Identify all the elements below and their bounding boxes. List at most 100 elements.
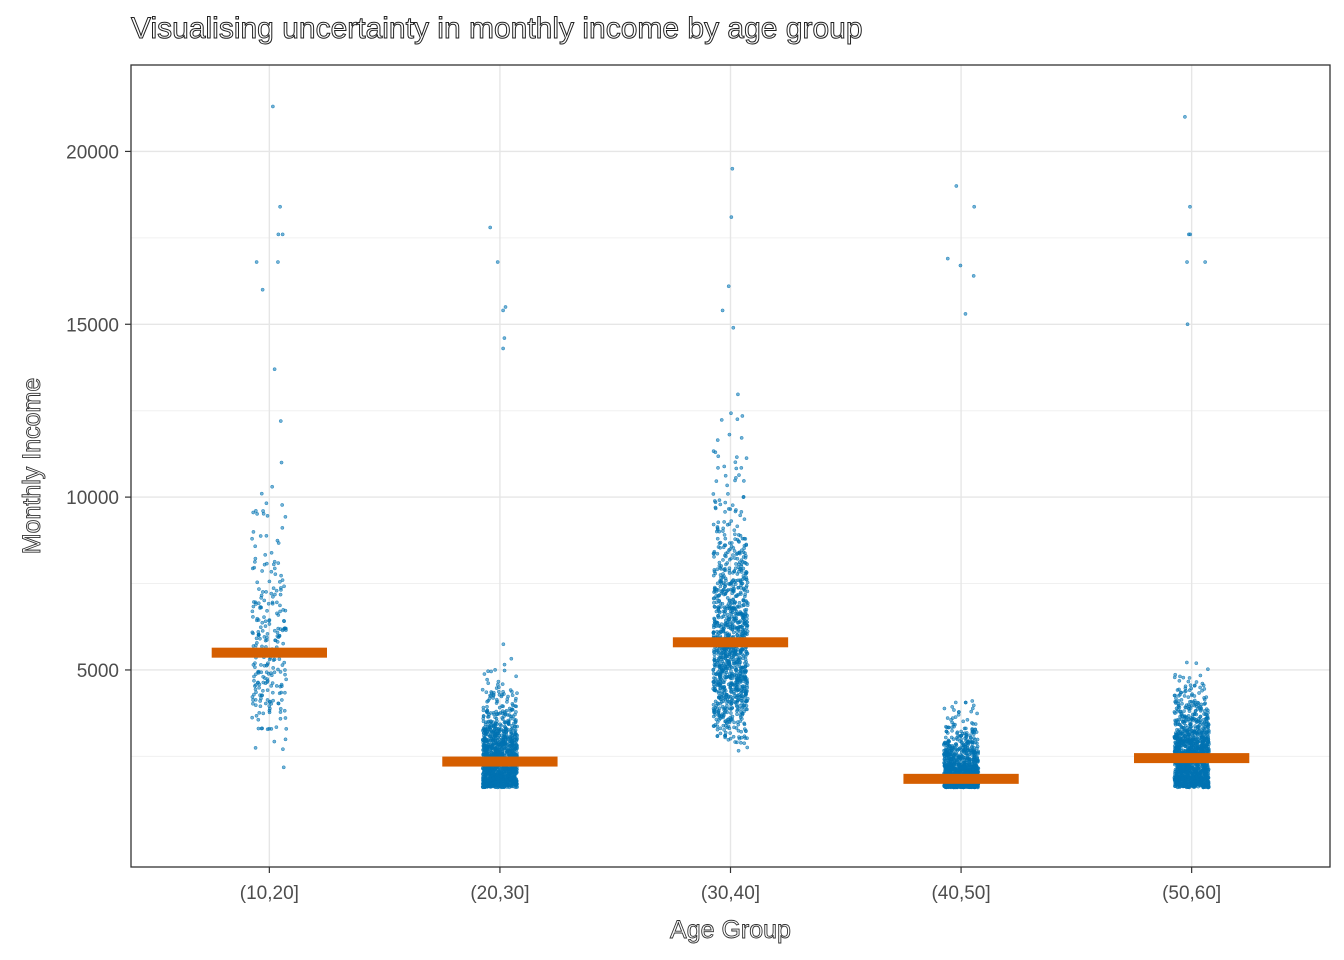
data-point [260,644,264,649]
data-point [261,509,265,513]
data-point [485,746,490,751]
data-point [728,507,733,511]
data-point [1177,678,1182,683]
data-point [973,785,978,790]
data-point [276,541,281,545]
data-point [494,686,499,691]
data-point [975,737,980,742]
data-point [713,709,717,714]
data-point [480,687,485,692]
data-point [971,703,976,708]
data-point [711,522,716,527]
data-point [505,728,509,733]
data-point [742,603,746,608]
data-point [964,731,969,735]
data-point [726,601,731,606]
data-point [735,720,740,725]
data-point [744,575,749,580]
data-point [739,558,744,563]
data-point [724,551,728,556]
data-point [975,750,980,755]
data-point [513,719,518,724]
data-point [506,694,510,699]
data-point [267,618,272,622]
data-point [493,730,498,734]
data-point [712,600,716,605]
data-point [740,673,745,677]
data-point [721,651,725,655]
data-point [963,700,968,705]
data-point [945,716,950,720]
data-point [735,572,740,576]
data-point [739,709,743,714]
data-point [730,673,735,678]
data-point [731,578,736,582]
data-point [711,492,716,496]
data-point [495,719,499,723]
data-point-outlier [503,305,508,309]
data-point [279,698,284,702]
data-point [507,767,512,772]
data-point [505,774,510,778]
data-point [711,668,716,673]
data-point [727,432,732,437]
data-point [256,680,260,685]
data-point [271,698,275,703]
data-point [273,592,277,597]
data-point [488,747,493,752]
data-point [253,509,258,513]
data-point [267,704,272,708]
data-point [715,727,720,732]
data-point-outlier [972,204,977,209]
data-point [730,610,735,615]
data-point [724,694,729,699]
data-point [508,688,513,692]
data-point [726,492,730,496]
data-point [274,588,279,593]
grid-lines [131,64,1330,867]
data-point [711,702,716,707]
data-point [955,770,960,775]
data-point [728,581,733,586]
data-point [726,717,731,722]
data-point [506,779,510,784]
data-point [265,608,269,613]
data-point-outlier [958,263,963,268]
data-point [738,590,743,595]
data-point [970,729,975,734]
data-point [721,526,726,531]
data-point [502,692,506,696]
data-point [483,722,488,727]
data-point [515,724,519,729]
data-point [718,502,723,507]
data-point [743,555,748,560]
data-point [256,601,261,606]
data-point [719,670,724,675]
data-point [278,627,283,631]
data-point [728,686,733,691]
data-point [745,688,749,693]
data-point [962,757,966,762]
data-point [744,456,749,461]
data-point [722,464,727,469]
data-point [716,710,721,715]
data-point-outlier [279,460,284,465]
data-point [716,624,721,628]
data-point [944,753,949,758]
data-point [283,668,287,672]
data-point-outlier [731,325,736,330]
data-point [735,707,740,712]
data-point [966,741,970,746]
data-point [500,784,504,788]
data-point [483,728,488,733]
data-point [722,680,726,685]
data-point [730,665,734,670]
data-point-outlier [278,204,282,209]
data-point [712,568,717,572]
data-point [272,670,277,675]
data-point [725,612,730,617]
data-point [491,690,496,695]
data-point [505,713,510,717]
data-point [274,684,279,688]
data-point [716,466,720,470]
